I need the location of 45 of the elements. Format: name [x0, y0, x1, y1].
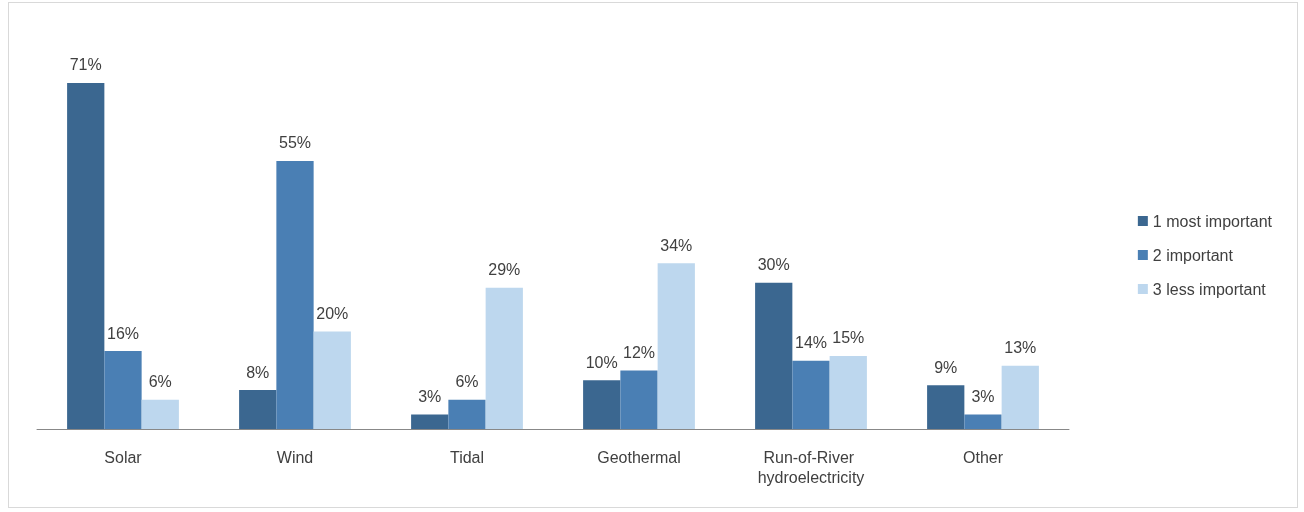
bar	[755, 282, 793, 429]
data-label: 55%	[278, 134, 312, 152]
data-label: 30%	[757, 256, 790, 274]
data-label: 9%	[934, 358, 958, 376]
bar	[67, 82, 105, 429]
bar	[583, 380, 621, 429]
data-label: 6%	[148, 373, 172, 391]
data-label: 3%	[418, 387, 442, 405]
bar	[313, 331, 351, 429]
data-label: 13%	[1004, 339, 1037, 357]
x-tick-label: Solar	[104, 448, 143, 466]
legend-label: 2 important	[1152, 246, 1234, 264]
legend-label: 3 less important	[1152, 280, 1267, 298]
bar	[411, 414, 449, 429]
bar	[485, 287, 523, 429]
x-tick-label: Other	[962, 448, 1004, 466]
data-label: 10%	[585, 353, 618, 371]
data-label: 14%	[794, 334, 828, 352]
data-label: 15%	[832, 329, 865, 347]
bar	[964, 414, 1002, 429]
data-label: 29%	[488, 261, 521, 279]
bar	[620, 370, 658, 429]
x-tick-label: Wind	[276, 448, 314, 466]
legend-label: 1 most important	[1152, 212, 1273, 230]
x-tick-label: Geothermal	[597, 448, 681, 466]
bar	[104, 351, 142, 429]
data-label: 34%	[660, 236, 693, 254]
data-label: 12%	[622, 344, 656, 361]
data-label: 6%	[455, 373, 479, 391]
x-tick-label: Tidal	[449, 448, 485, 466]
bar	[276, 160, 314, 429]
bar	[1001, 365, 1039, 429]
bar	[927, 385, 965, 429]
data-label: 3%	[971, 387, 995, 405]
data-label: 71%	[69, 56, 102, 74]
bar	[829, 355, 867, 429]
bar	[239, 390, 277, 429]
data-label: 16%	[106, 324, 140, 342]
bar	[792, 360, 830, 429]
data-label: 8%	[246, 363, 270, 381]
bar	[657, 263, 695, 429]
bar	[448, 399, 486, 429]
x-tick-label: Run-of-River hydroelectricity	[757, 448, 865, 486]
bar	[141, 399, 179, 429]
data-label: 20%	[316, 305, 349, 322]
